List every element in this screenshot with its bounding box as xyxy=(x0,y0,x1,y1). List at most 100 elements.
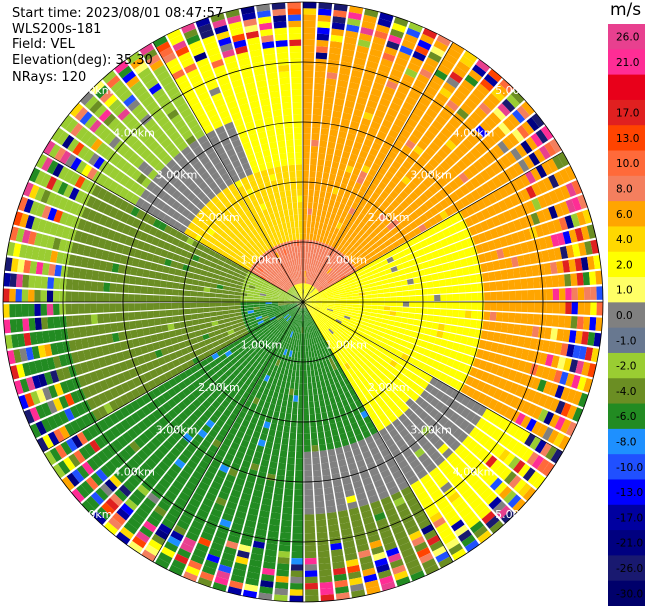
velocity-gate xyxy=(178,453,190,464)
velocity-gate xyxy=(297,320,301,327)
velocity-gate xyxy=(336,420,344,429)
velocity-gate xyxy=(368,494,380,504)
velocity-gate xyxy=(507,113,521,128)
velocity-gate xyxy=(335,280,342,285)
velocity-gate xyxy=(344,404,352,413)
velocity-gate xyxy=(360,444,370,454)
velocity-gate xyxy=(372,200,381,210)
velocity-gate xyxy=(373,272,381,279)
velocity-gate xyxy=(484,340,493,351)
velocity-gate xyxy=(384,297,391,302)
velocity-gate xyxy=(417,361,426,370)
velocity-gate xyxy=(558,315,566,328)
velocity-gate xyxy=(420,151,432,162)
velocity-gate xyxy=(364,482,375,492)
velocity-gate xyxy=(508,279,516,290)
velocity-gate xyxy=(311,214,317,222)
velocity-gate xyxy=(322,204,329,212)
velocity-gate xyxy=(576,211,587,226)
velocity-gate xyxy=(508,475,522,489)
velocity-gate xyxy=(309,312,315,318)
velocity-gate xyxy=(303,339,306,346)
velocity-gate xyxy=(390,68,404,79)
velocity-gate xyxy=(353,57,366,67)
velocity-gate xyxy=(468,265,476,275)
velocity-gate xyxy=(478,434,491,447)
velocity-gate xyxy=(223,281,231,287)
velocity-gate xyxy=(405,155,417,166)
velocity-gate xyxy=(407,284,415,291)
velocity-gate xyxy=(333,305,341,308)
velocity-gate xyxy=(498,404,510,417)
velocity-gate xyxy=(304,545,317,552)
velocity-gate xyxy=(386,204,396,213)
velocity-gate xyxy=(299,307,302,315)
velocity-gate xyxy=(470,111,483,124)
velocity-gate xyxy=(305,345,309,352)
velocity-gate xyxy=(535,365,545,378)
velocity-gate xyxy=(140,286,148,294)
velocity-gate xyxy=(364,159,373,168)
velocity-gate xyxy=(224,452,235,462)
velocity-gate xyxy=(497,103,511,117)
velocity-gate xyxy=(295,345,299,352)
velocity-gate xyxy=(210,316,218,322)
velocity-gate xyxy=(303,358,307,365)
velocity-gate xyxy=(341,279,349,284)
velocity-gate xyxy=(308,278,312,285)
velocity-gate xyxy=(554,187,565,202)
velocity-gate xyxy=(303,20,316,28)
velocity-gate xyxy=(516,105,530,120)
velocity-gate xyxy=(92,511,107,525)
velocity-gate xyxy=(405,215,414,225)
velocity-gate xyxy=(493,126,506,140)
velocity-gate xyxy=(207,465,218,475)
velocity-gate xyxy=(399,403,410,413)
velocity-gate xyxy=(317,21,331,29)
velocity-gate xyxy=(435,92,449,104)
velocity-gate xyxy=(503,452,516,466)
velocity-gate xyxy=(295,326,298,333)
velocity-gate xyxy=(264,345,270,353)
velocity-gate xyxy=(417,39,432,51)
velocity-gate xyxy=(394,232,403,241)
velocity-gate xyxy=(308,189,314,197)
velocity-gate xyxy=(483,437,496,451)
velocity-gate xyxy=(550,448,563,464)
velocity-gate xyxy=(571,374,581,389)
velocity-gate xyxy=(527,302,535,313)
velocity-gate xyxy=(320,263,325,270)
velocity-gate xyxy=(365,173,374,183)
velocity-gate xyxy=(514,279,522,290)
velocity-gate xyxy=(391,448,402,459)
velocity-gate xyxy=(311,310,317,316)
velocity-gate xyxy=(265,543,278,551)
velocity-gate xyxy=(466,337,475,347)
velocity-gate xyxy=(303,395,309,402)
velocity-gate xyxy=(502,136,515,150)
velocity-gate xyxy=(425,56,439,69)
velocity-gate xyxy=(369,231,377,239)
velocity-gate xyxy=(300,314,302,321)
velocity-gate xyxy=(401,39,416,50)
velocity-gate xyxy=(171,296,179,302)
velocity-gate xyxy=(505,356,515,369)
velocity-gate xyxy=(280,380,287,388)
velocity-gate xyxy=(328,279,335,285)
velocity-gate xyxy=(175,496,188,508)
velocity-gate xyxy=(367,197,376,206)
velocity-gate xyxy=(22,318,30,332)
velocity-gate xyxy=(252,430,261,439)
velocity-gate xyxy=(280,444,288,452)
velocity-gate xyxy=(78,315,86,326)
velocity-gate xyxy=(341,385,349,394)
velocity-gate xyxy=(344,100,355,109)
velocity-gate xyxy=(229,528,242,538)
velocity-gate xyxy=(324,366,330,374)
velocity-gate xyxy=(530,167,542,182)
velocity-gate xyxy=(359,84,371,94)
velocity-gate xyxy=(229,365,237,373)
velocity-gate xyxy=(327,300,335,302)
velocity-gate xyxy=(281,319,287,326)
velocity-gate xyxy=(428,335,436,344)
